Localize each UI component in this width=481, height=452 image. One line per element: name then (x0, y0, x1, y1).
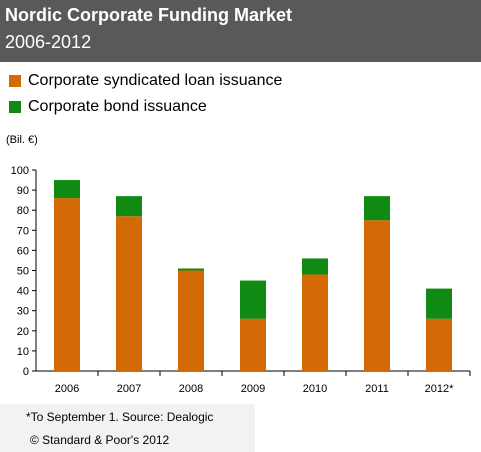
bar-corporate-syndicated-loan-issuance-2006 (54, 198, 80, 371)
x-tick-label: 2009 (241, 383, 265, 395)
bar-corporate-syndicated-loan-issuance-2010 (302, 274, 328, 371)
footnote: *To September 1. Source: Dealogic (26, 410, 214, 424)
header-banner: Nordic Corporate Funding Market 2006-201… (0, 0, 481, 62)
bar-corporate-bond-issuance-2009 (240, 280, 266, 319)
bar-corporate-syndicated-loan-issuance-2011 (364, 220, 390, 371)
legend-swatch-bond (9, 101, 21, 113)
chart-subtitle: 2006-2012 (5, 32, 92, 52)
x-tick-label: 2012* (425, 383, 454, 395)
copyright: © Standard & Poor's 2012 (30, 433, 170, 447)
bar-corporate-bond-issuance-2011 (364, 196, 390, 221)
bar-corporate-bond-issuance-2008 (178, 268, 204, 271)
y-tick-label: 30 (17, 306, 29, 318)
y-tick-label: 10 (17, 346, 29, 358)
stacked-bar-chart: 0 10 20 30 40 50 60 70 80 90 100 2006 2007 2008 2009 20… (11, 165, 471, 395)
chart-title: Nordic Corporate Funding Market (5, 5, 293, 25)
bar-corporate-syndicated-loan-issuance-2008 (178, 270, 204, 371)
y-tick-label: 90 (17, 185, 29, 197)
y-tick-label: 60 (17, 245, 29, 257)
x-tick-label: 2010 (303, 383, 327, 395)
y-tick-label: 50 (17, 266, 29, 278)
legend-label-bond: Corporate bond issuance (28, 98, 207, 115)
bar-corporate-bond-issuance-2007 (116, 196, 142, 217)
y-unit-label: (Bil. €) (6, 134, 38, 146)
y-tick-label: 70 (17, 225, 29, 237)
y-tick-label: 40 (17, 286, 29, 298)
bar-corporate-syndicated-loan-issuance-2007 (116, 216, 142, 371)
x-tick-label: 2011 (365, 383, 389, 395)
notes-panel: *To September 1. Source: Dealogic © Stan… (0, 404, 255, 452)
y-tick-label: 0 (23, 366, 29, 378)
bar-corporate-syndicated-loan-issuance-2009 (240, 318, 266, 371)
x-tick-label: 2008 (179, 383, 203, 395)
y-tick-label: 20 (17, 326, 29, 338)
legend-label-loan: Corporate syndicated loan issuance (28, 72, 283, 89)
y-tick-label: 100 (11, 165, 29, 177)
legend-swatch-loan (9, 75, 21, 87)
y-tick-label: 80 (17, 205, 29, 217)
bar-corporate-bond-issuance-2006 (54, 180, 80, 199)
bar-corporate-syndicated-loan-issuance-2012 (426, 318, 452, 371)
x-tick-label: 2007 (117, 383, 141, 395)
bar-corporate-bond-issuance-2012 (426, 288, 452, 319)
bar-corporate-bond-issuance-2010 (302, 258, 328, 275)
x-tick-label: 2006 (55, 383, 79, 395)
